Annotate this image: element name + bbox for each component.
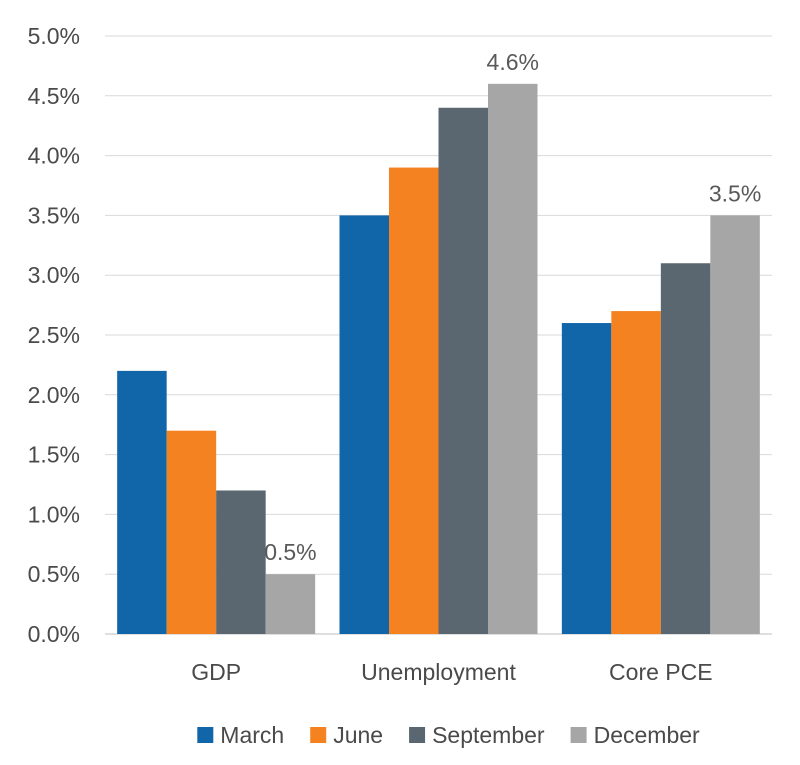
- y-tick-label: 5.0%: [28, 23, 80, 49]
- bar-december-core-pce: [710, 215, 760, 634]
- bar-march-gdp: [117, 370, 167, 634]
- legend-label: December: [594, 722, 700, 748]
- legend-label: June: [333, 722, 383, 748]
- bar-september-gdp: [216, 490, 266, 634]
- category-label: Unemployment: [361, 659, 516, 685]
- bar-march-unemployment: [339, 215, 389, 634]
- category-label: GDP: [191, 659, 241, 685]
- data-label: 0.5%: [264, 539, 316, 565]
- legend-swatch-june: [310, 727, 327, 743]
- y-tick-label: 0.0%: [28, 621, 80, 647]
- legend-swatch-september: [409, 727, 426, 743]
- y-tick-label: 3.0%: [28, 262, 80, 288]
- bar-june-unemployment: [389, 167, 439, 634]
- y-tick-label: 2.0%: [28, 382, 80, 408]
- y-tick-label: 0.5%: [28, 561, 80, 587]
- legend-label: September: [432, 722, 545, 748]
- data-label: 3.5%: [709, 180, 761, 206]
- legend-label: March: [220, 722, 284, 748]
- legend-swatch-march: [197, 727, 214, 743]
- data-label: 4.6%: [487, 49, 539, 75]
- legend-swatch-december: [570, 727, 587, 743]
- bar-december-unemployment: [488, 83, 538, 635]
- bar-june-gdp: [166, 430, 217, 634]
- y-tick-label: 4.5%: [28, 83, 80, 109]
- y-tick-label: 1.0%: [28, 501, 80, 527]
- y-tick-label: 1.5%: [28, 442, 80, 468]
- y-tick-label: 3.5%: [28, 202, 80, 228]
- bar-december-gdp: [265, 574, 316, 634]
- bar-june-core-pce: [611, 311, 661, 634]
- y-tick-label: 2.5%: [28, 322, 80, 348]
- bar-september-core-pce: [660, 263, 711, 634]
- bar-march-core-pce: [561, 323, 612, 634]
- category-label: Core PCE: [609, 659, 713, 685]
- bar-september-unemployment: [438, 107, 488, 634]
- y-tick-label: 4.0%: [28, 143, 80, 169]
